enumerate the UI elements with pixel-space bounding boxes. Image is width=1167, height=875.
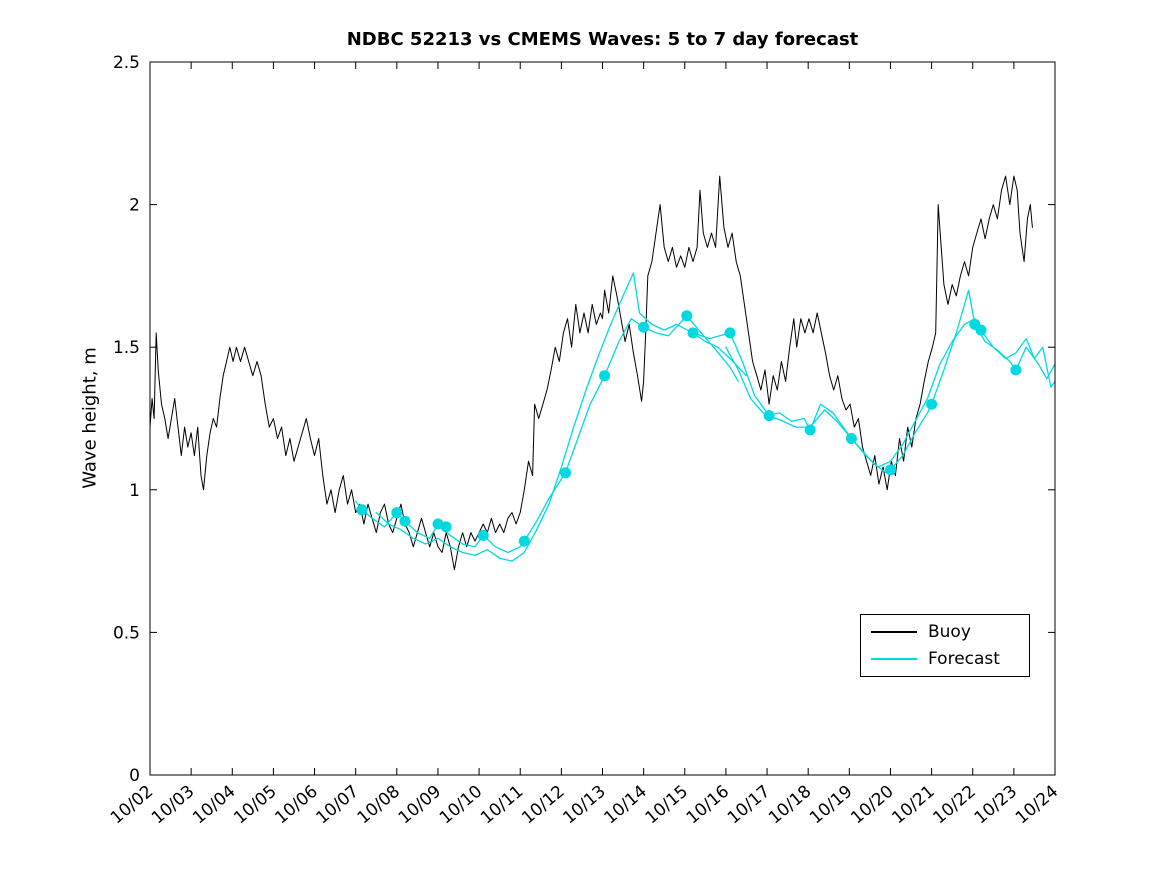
forecast-marker [391, 507, 403, 519]
x-tick-label: 10/09 [395, 782, 445, 829]
x-tick-label: 10/12 [518, 782, 568, 829]
forecast-marker [440, 521, 452, 533]
forecast-marker [1010, 364, 1022, 376]
y-tick-label: 2.5 [113, 53, 140, 73]
forecast-marker [477, 529, 489, 541]
y-tick-label: 1 [129, 481, 140, 501]
forecast-marker [681, 310, 693, 322]
forecast-marker [518, 535, 530, 547]
x-tick-label: 10/15 [642, 782, 692, 829]
forecast-marker [399, 515, 411, 527]
x-tick-label: 10/02 [107, 782, 157, 829]
legend-label-forecast: Forecast [928, 649, 1000, 669]
legend: Buoy Forecast [860, 614, 1030, 677]
y-tick-label: 0 [129, 766, 140, 786]
x-tick-label: 10/11 [477, 782, 527, 829]
forecast-marker [638, 321, 650, 333]
x-tick-label: 10/20 [847, 782, 897, 829]
forecast-series-line [692, 289, 1056, 474]
forecast-line-sample [871, 658, 917, 660]
x-tick-label: 10/19 [806, 782, 856, 829]
y-tick-label: 2 [129, 196, 140, 216]
x-tick-label: 10/16 [683, 782, 733, 829]
forecast-marker [885, 464, 896, 476]
forecast-series-line [725, 318, 1056, 468]
forecast-marker [724, 327, 736, 339]
forecast-marker [975, 324, 987, 336]
x-tick-label: 10/10 [436, 782, 486, 829]
x-tick-label: 10/05 [230, 782, 280, 829]
x-tick-label: 10/22 [930, 782, 980, 829]
x-tick-label: 10/17 [724, 782, 774, 829]
x-tick-label: 10/14 [600, 782, 650, 829]
chart-title: NDBC 52213 vs CMEMS Waves: 5 to 7 day fo… [346, 29, 859, 50]
buoy-line-sample [871, 631, 917, 633]
buoy-series-line [149, 175, 1033, 571]
forecast-marker [599, 370, 611, 382]
x-tick-label: 10/13 [559, 782, 609, 829]
forecast-marker [356, 504, 368, 516]
x-tick-label: 10/07 [313, 782, 363, 829]
x-tick-label: 10/21 [888, 782, 938, 829]
legend-item-forecast: Forecast [871, 649, 1019, 669]
x-tick-label: 10/06 [271, 782, 321, 829]
x-tick-label: 10/23 [971, 782, 1021, 829]
legend-item-buoy: Buoy [871, 622, 1019, 642]
forecast-marker [804, 424, 816, 436]
x-tick-label: 10/03 [148, 782, 198, 829]
x-tick-label: 10/24 [1012, 782, 1062, 829]
forecast-marker [560, 467, 571, 479]
legend-label-buoy: Buoy [928, 622, 971, 642]
forecast-series-line [355, 315, 739, 554]
forecast-marker [687, 327, 699, 339]
x-tick-label: 10/08 [354, 782, 404, 829]
y-tick-label: 0.5 [113, 623, 140, 643]
x-tick-label: 10/04 [189, 782, 239, 829]
forecast-marker [845, 433, 857, 444]
forecast-marker [926, 398, 938, 410]
forecast-marker [763, 410, 775, 422]
forecast-series-line [375, 272, 748, 562]
x-tick-label: 10/18 [765, 782, 815, 829]
y-tick-label: 1.5 [113, 338, 140, 358]
